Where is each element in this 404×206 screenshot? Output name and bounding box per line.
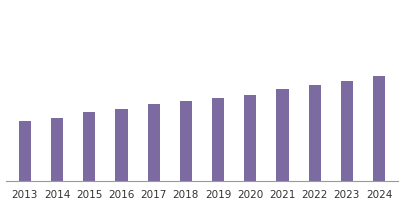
Bar — [116, 109, 128, 181]
Bar — [244, 95, 257, 181]
Bar — [180, 101, 192, 181]
Bar — [147, 104, 160, 181]
Bar — [51, 118, 63, 181]
Bar — [276, 89, 288, 181]
Bar — [373, 76, 385, 181]
Bar — [83, 112, 95, 181]
Bar — [341, 81, 353, 181]
Bar — [19, 121, 31, 181]
Bar — [212, 98, 224, 181]
Bar — [309, 85, 321, 181]
